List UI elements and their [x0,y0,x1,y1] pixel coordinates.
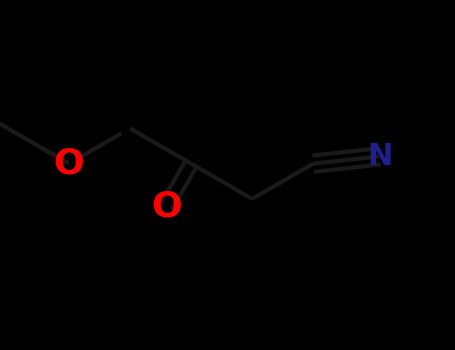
Text: O: O [151,189,182,223]
Text: O: O [54,147,84,181]
Text: N: N [367,142,392,171]
